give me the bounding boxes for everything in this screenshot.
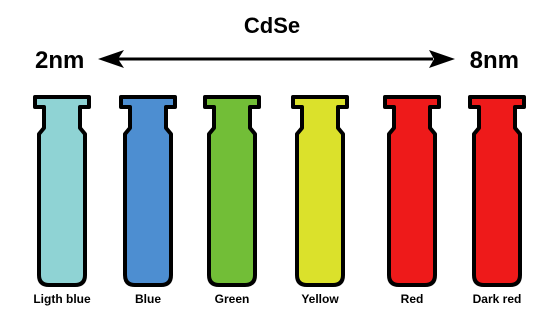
arrow-head-left-icon xyxy=(98,50,124,68)
arrow-head-right-icon xyxy=(429,50,455,68)
vial: Red xyxy=(383,95,441,306)
vial-body xyxy=(33,95,91,287)
vial-row: Ligth blue Blue Green Yellow Red Dark red xyxy=(33,95,526,306)
vial-body xyxy=(383,95,441,287)
diagram-title: CdSe xyxy=(244,13,300,38)
size-min-label: 2nm xyxy=(35,47,84,74)
size-range-double-arrow xyxy=(98,50,455,68)
vial: Ligth blue xyxy=(33,95,91,306)
vial: Dark red xyxy=(468,95,526,306)
vial: Yellow xyxy=(291,95,349,306)
vial-body xyxy=(119,95,177,287)
vial-body xyxy=(203,95,261,287)
vial: Blue xyxy=(119,95,177,306)
vial-label: Ligth blue xyxy=(33,292,91,306)
vial-label: Dark red xyxy=(473,292,522,306)
vial-label: Green xyxy=(215,292,250,306)
size-max-label: 8nm xyxy=(470,47,519,74)
vial-label: Yellow xyxy=(301,292,339,306)
vial-label: Blue xyxy=(135,292,161,306)
vial-body xyxy=(291,95,349,287)
vial-body xyxy=(468,95,526,287)
vial: Green xyxy=(203,95,261,306)
vial-label: Red xyxy=(401,292,424,306)
